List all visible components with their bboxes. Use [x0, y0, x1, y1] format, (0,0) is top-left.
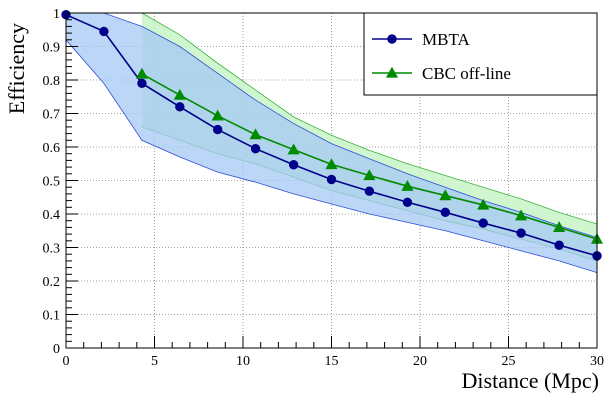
- y-tick-label: 0.7: [43, 108, 61, 123]
- data-point-cbc: [173, 88, 186, 100]
- data-point-mbta: [440, 207, 451, 218]
- legend: MBTA CBC off-line: [363, 12, 598, 96]
- data-point-cbc: [135, 67, 148, 79]
- x-tick-label: 5: [151, 354, 158, 369]
- x-tick-label: 25: [502, 354, 516, 369]
- data-point-mbta: [288, 160, 299, 170]
- band-upper-edge-cbc: [141, 12, 598, 225]
- legend-marker-shape: [387, 34, 397, 44]
- data-point-cbc: [401, 179, 414, 191]
- x-tick-label: 20: [413, 354, 427, 369]
- data-point-mbta: [364, 186, 375, 196]
- data-point-mbta: [402, 197, 413, 207]
- legend-marker-cbc: [385, 66, 399, 78]
- legend-entry-mbta: MBTA: [372, 30, 470, 49]
- data-point-mbta: [175, 102, 185, 112]
- tick-labels: 00.10.20.30.40.50.60.70.80.910 5 10 15 20 25 3…: [43, 7, 605, 369]
- x-axis-title: Distance (Mpc): [462, 368, 599, 393]
- grid-lines: [66, 13, 597, 348]
- data-point-mbta: [212, 124, 223, 135]
- series-markers: [61, 9, 604, 261]
- data-point-cbc: [439, 189, 452, 201]
- data-point-mbta: [99, 26, 109, 37]
- x-tick-label: 0: [63, 354, 70, 369]
- data-point-cbc: [249, 128, 262, 140]
- data-point-mbta: [554, 240, 564, 250]
- y-tick-label: 0.4: [43, 208, 61, 223]
- data-point-cbc: [515, 209, 528, 221]
- data-point-cbc: [211, 109, 224, 121]
- data-point-mbta: [137, 78, 147, 89]
- y-tick-label: 0.8: [43, 74, 61, 89]
- y-tick-label: 0.5: [43, 175, 61, 190]
- data-point-cbc: [477, 198, 490, 210]
- axis-ticks: [65, 12, 598, 349]
- data-point-cbc: [325, 158, 338, 170]
- data-point-cbc: [553, 221, 566, 233]
- y-tick-label: 0: [53, 342, 60, 357]
- legend-box: [363, 12, 598, 96]
- x-tick-label: 15: [325, 354, 339, 369]
- y-tick-label: 0.6: [43, 141, 61, 156]
- y-tick-label: 0.9: [43, 41, 61, 56]
- y-axis-title: Efficiency: [4, 23, 29, 114]
- data-point-mbta: [478, 218, 488, 228]
- x-tick-label: 30: [590, 354, 604, 369]
- data-point-cbc: [363, 169, 376, 181]
- data-point-mbta: [326, 174, 337, 185]
- data-point-cbc: [287, 143, 300, 155]
- band-upper-edge-mbta: [66, 12, 598, 238]
- legend-label-cbc: CBC off-line: [422, 64, 511, 83]
- legend-marker-mbta: [387, 34, 397, 44]
- y-tick-label: 0.2: [43, 275, 61, 290]
- legend-entry-cbc: CBC off-line: [372, 64, 511, 83]
- band-fill-mbta: [66, 13, 597, 273]
- y-tick-label: 0.1: [43, 309, 61, 324]
- data-point-mbta: [250, 143, 261, 154]
- y-tick-label: 1: [53, 7, 60, 22]
- data-point-mbta: [516, 228, 526, 238]
- band-lower-edge-mbta: [65, 39, 598, 274]
- legend-marker-shape: [385, 66, 399, 78]
- legend-label-mbta: MBTA: [422, 30, 470, 49]
- x-tick-label: 10: [236, 354, 250, 369]
- y-tick-label: 0.3: [43, 242, 61, 257]
